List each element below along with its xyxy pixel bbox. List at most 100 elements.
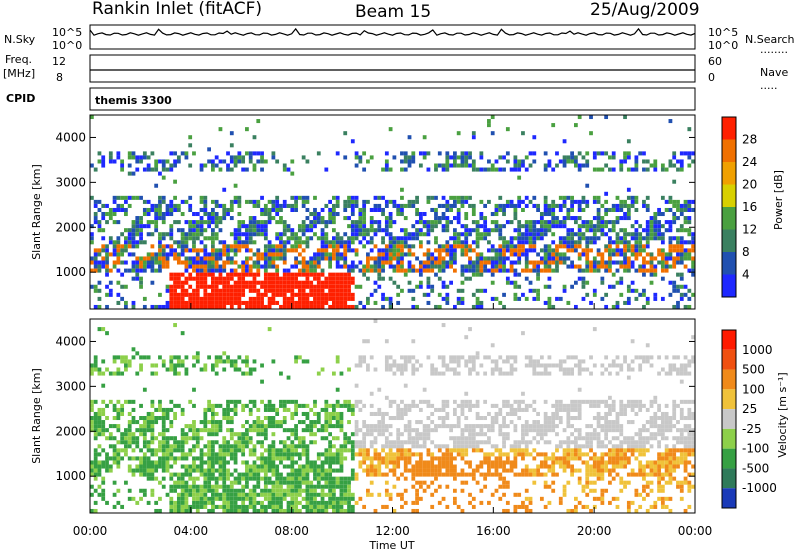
heatmap-cell	[146, 440, 151, 445]
heatmap-cell	[297, 268, 302, 273]
heatmap-cell	[403, 268, 408, 273]
heatmap-cell	[517, 232, 522, 237]
heatmap-cell	[562, 256, 567, 261]
heatmap-cell	[203, 248, 208, 253]
heatmap-cell	[279, 232, 283, 237]
heatmap-cell	[343, 288, 348, 293]
heatmap-cell	[131, 264, 136, 269]
heatmap-cell	[517, 163, 522, 168]
heatmap-cell	[483, 484, 488, 489]
heatmap-cell	[471, 504, 476, 509]
nsearch-dots: ........	[760, 43, 788, 56]
heatmap-cell	[252, 476, 257, 481]
heatmap-cell	[551, 256, 556, 261]
heatmap-cell	[328, 456, 332, 461]
heatmap-cell	[638, 151, 643, 156]
heatmap-cell	[252, 452, 257, 457]
heatmap-cell	[271, 500, 276, 505]
heatmap-cell	[101, 383, 106, 388]
heatmap-cell	[626, 244, 631, 249]
heatmap-cell	[245, 436, 249, 441]
heatmap-cell	[127, 268, 132, 273]
heatmap-cell	[672, 216, 677, 221]
heatmap-cell	[589, 228, 593, 233]
heatmap-cell	[199, 496, 204, 501]
heatmap-cell	[320, 256, 325, 261]
heatmap-cell	[320, 424, 325, 429]
heatmap-cell	[513, 212, 518, 217]
heatmap-cell	[343, 444, 348, 449]
heatmap-cell	[207, 216, 211, 221]
heatmap-cell	[176, 252, 181, 257]
heatmap-cell	[430, 195, 435, 200]
heatmap-cell	[226, 500, 230, 505]
heatmap-cell	[335, 296, 340, 301]
heatmap-cell	[165, 492, 170, 497]
heatmap-cell	[668, 220, 673, 225]
heatmap-cell	[524, 403, 529, 408]
heatmap-cell	[577, 203, 582, 208]
heatmap-cell	[154, 452, 159, 457]
heatmap-cell	[275, 504, 280, 509]
heatmap-cell	[517, 203, 522, 208]
heatmap-cell	[373, 207, 378, 212]
heatmap-cell	[101, 424, 106, 429]
heatmap-cell	[396, 207, 401, 212]
heatmap-cell	[434, 464, 438, 469]
heatmap-cell	[218, 504, 223, 509]
heatmap-cell	[161, 456, 166, 461]
heatmap-cell	[343, 252, 348, 257]
heatmap-cell	[233, 448, 238, 453]
heatmap-cell	[437, 252, 442, 257]
heatmap-cell	[290, 171, 295, 176]
heatmap-cell	[158, 508, 162, 513]
heatmap-cell	[294, 468, 298, 473]
heatmap-cell	[536, 203, 540, 208]
heatmap-cell	[218, 468, 223, 473]
heatmap-cell	[528, 428, 533, 433]
y-tick-label: 3000	[55, 175, 86, 189]
heatmap-cell	[415, 403, 419, 408]
heatmap-cell	[479, 440, 484, 445]
heatmap-cell	[290, 276, 295, 281]
heatmap-cell	[381, 472, 385, 477]
heatmap-cell	[642, 199, 646, 204]
heatmap-cell	[263, 508, 268, 513]
heatmap-cell	[112, 195, 117, 200]
heatmap-cell	[407, 232, 412, 237]
heatmap-cell	[456, 207, 461, 212]
heatmap-cell	[146, 163, 151, 168]
heatmap-cell	[555, 268, 559, 273]
heatmap-cell	[282, 456, 287, 461]
heatmap-cell	[279, 403, 283, 408]
heatmap-cell	[339, 264, 344, 269]
heatmap-cell	[203, 500, 208, 505]
heatmap-cell	[623, 212, 627, 217]
heatmap-cell	[358, 228, 363, 233]
heatmap-cell	[233, 363, 238, 368]
heatmap-cell	[581, 268, 586, 273]
heatmap-cell	[426, 252, 431, 257]
heatmap-cell	[192, 300, 196, 305]
heatmap-cell	[445, 444, 450, 449]
heatmap-cell	[490, 403, 495, 408]
heatmap-cell	[657, 207, 661, 212]
heatmap-cell	[604, 207, 609, 212]
heatmap-cell	[460, 272, 465, 277]
heatmap-cell	[456, 363, 461, 368]
heatmap-cell	[135, 256, 140, 261]
heatmap-cell	[638, 224, 643, 229]
heatmap-cell	[611, 220, 616, 225]
heatmap-cell	[290, 428, 295, 433]
heatmap-cell	[135, 440, 140, 445]
heatmap-cell	[547, 440, 552, 445]
heatmap-cell	[93, 448, 98, 453]
heatmap-cell	[581, 284, 586, 289]
heatmap-cell	[373, 440, 378, 445]
heatmap-cell	[263, 264, 268, 269]
heatmap-cell	[313, 496, 317, 501]
heatmap-cell	[551, 480, 556, 485]
heatmap-cell	[93, 432, 98, 437]
heatmap-cell	[120, 407, 125, 412]
heatmap-cell	[195, 212, 200, 217]
